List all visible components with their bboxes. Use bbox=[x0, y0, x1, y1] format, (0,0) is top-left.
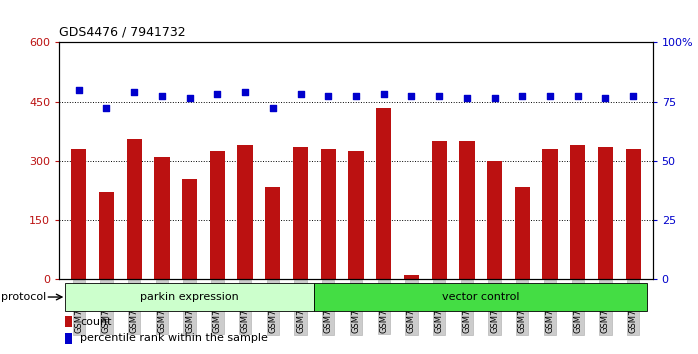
Bar bbox=[598, 147, 613, 279]
Bar bbox=[237, 145, 253, 279]
Bar bbox=[293, 147, 308, 279]
Point bbox=[128, 89, 140, 95]
Point bbox=[406, 93, 417, 98]
Point bbox=[101, 105, 112, 110]
Bar bbox=[459, 141, 475, 279]
Point bbox=[156, 93, 168, 98]
Point bbox=[517, 93, 528, 98]
Text: count: count bbox=[80, 316, 112, 326]
Bar bbox=[99, 193, 114, 279]
Bar bbox=[182, 179, 198, 279]
Text: protocol: protocol bbox=[1, 292, 46, 302]
Point bbox=[628, 93, 639, 98]
Bar bbox=[65, 316, 72, 327]
Bar bbox=[65, 282, 314, 312]
Point bbox=[267, 105, 279, 110]
Point bbox=[73, 87, 84, 93]
Text: parkin expression: parkin expression bbox=[140, 292, 239, 302]
Bar bbox=[126, 139, 142, 279]
Text: GDS4476 / 7941732: GDS4476 / 7941732 bbox=[59, 25, 186, 39]
Bar bbox=[209, 151, 225, 279]
Bar bbox=[487, 161, 503, 279]
Point bbox=[600, 95, 611, 101]
Point bbox=[433, 93, 445, 98]
Point bbox=[295, 91, 306, 97]
Point bbox=[489, 95, 500, 101]
Text: vector control: vector control bbox=[442, 292, 519, 302]
Point bbox=[544, 93, 556, 98]
Point bbox=[184, 95, 195, 101]
Bar bbox=[404, 275, 419, 279]
Bar bbox=[320, 149, 336, 279]
Point bbox=[350, 93, 362, 98]
Bar bbox=[514, 187, 530, 279]
Bar bbox=[314, 282, 647, 312]
Bar bbox=[154, 157, 170, 279]
Bar bbox=[265, 187, 281, 279]
Bar bbox=[65, 333, 72, 343]
Point bbox=[461, 95, 473, 101]
Point bbox=[239, 89, 251, 95]
Point bbox=[572, 93, 584, 98]
Point bbox=[211, 91, 223, 97]
Bar bbox=[348, 151, 364, 279]
Bar bbox=[431, 141, 447, 279]
Bar bbox=[376, 108, 392, 279]
Bar bbox=[625, 149, 641, 279]
Bar bbox=[570, 145, 586, 279]
Bar bbox=[71, 149, 87, 279]
Point bbox=[322, 93, 334, 98]
Point bbox=[378, 91, 389, 97]
Text: percentile rank within the sample: percentile rank within the sample bbox=[80, 333, 268, 343]
Bar bbox=[542, 149, 558, 279]
